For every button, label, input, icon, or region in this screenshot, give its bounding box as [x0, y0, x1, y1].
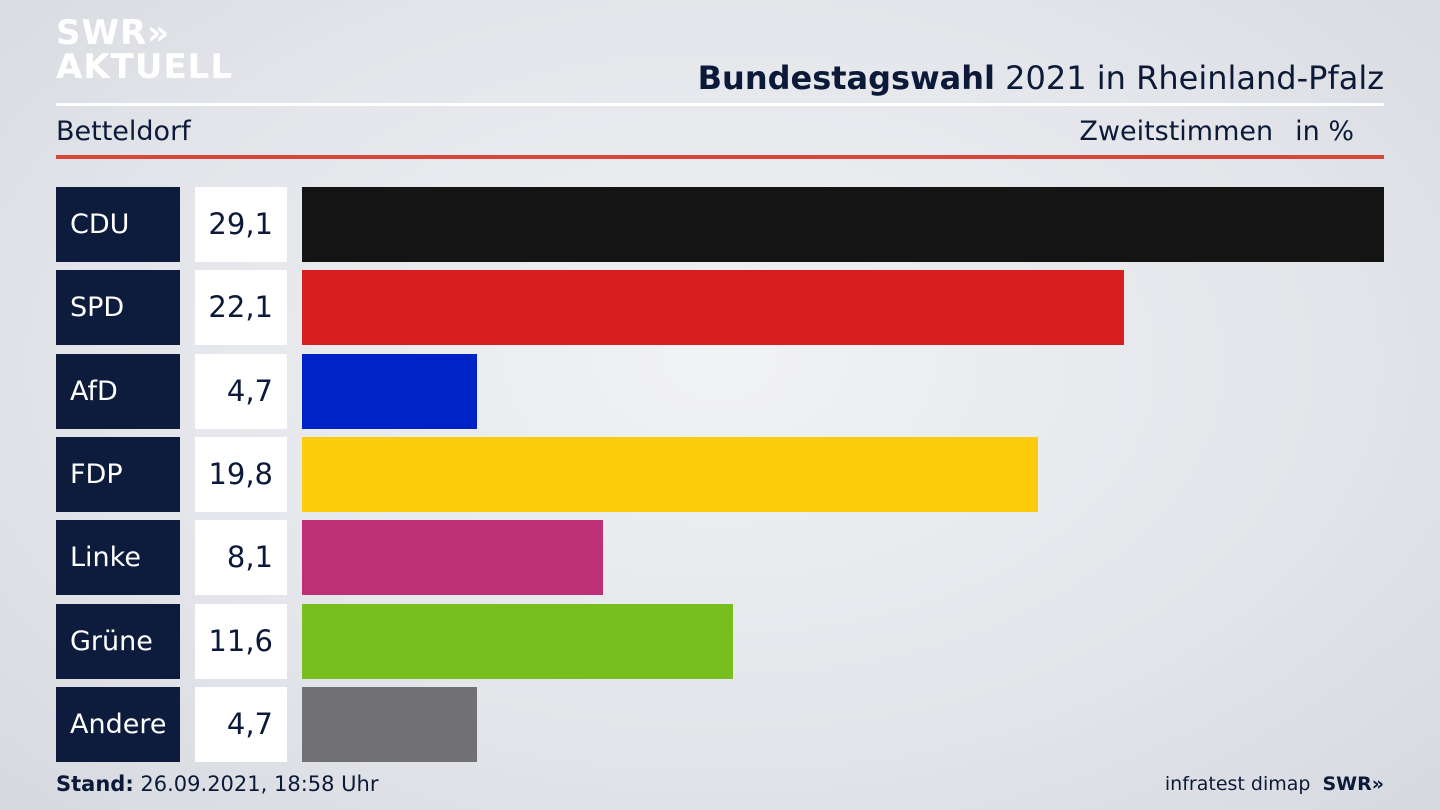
- swr-aktuell-logo: SWR» AKTUELL: [56, 16, 233, 84]
- value-label: 8,1: [195, 520, 287, 595]
- timestamp: Stand: 26.09.2021, 18:58 Uhr: [56, 770, 379, 798]
- bar-andere: [302, 687, 477, 762]
- value-label: 4,7: [195, 354, 287, 429]
- chart-row: CDU 29,1: [56, 187, 1384, 262]
- title-rest: 2021 in Rheinland-Pfalz: [995, 59, 1384, 97]
- page-title: Bundestagswahl 2021 in Rheinland-Pfalz: [698, 58, 1384, 98]
- title-bold: Bundestagswahl: [697, 59, 995, 97]
- bar-grüne: [302, 604, 733, 679]
- measure-label: Zweitstimmen: [1079, 116, 1274, 147]
- source-label: infratest dimap: [1164, 773, 1311, 795]
- logo-line-2: AKTUELL: [56, 47, 234, 87]
- source-credit: infratest dimap SWR»: [1165, 770, 1384, 798]
- value-label: 11,6: [195, 604, 287, 679]
- accent-divider: [56, 155, 1384, 159]
- unit-label: in %: [1295, 116, 1354, 147]
- measure-unit: Zweitstimmen in %: [1079, 114, 1354, 150]
- bar-spd: [302, 270, 1124, 345]
- logo-line-1: SWR»: [56, 13, 171, 53]
- chart-row: SPD 22,1: [56, 270, 1384, 345]
- value-label: 19,8: [195, 437, 287, 512]
- chart-row: AfD 4,7: [56, 354, 1384, 429]
- stand-value: 26.09.2021, 18:58 Uhr: [133, 772, 379, 796]
- bar-linke: [302, 520, 603, 595]
- subtitle: Betteldorf: [56, 116, 191, 147]
- bar-afd: [302, 354, 477, 429]
- party-label: SPD: [56, 270, 180, 345]
- chart-row: Grüne 11,6: [56, 604, 1384, 679]
- party-label: AfD: [56, 354, 180, 429]
- bar-cdu: [302, 187, 1384, 262]
- party-label: Linke: [56, 520, 180, 595]
- chart-row: FDP 19,8: [56, 437, 1384, 512]
- stand-label: Stand:: [56, 772, 134, 796]
- party-label: FDP: [56, 437, 180, 512]
- value-label: 22,1: [195, 270, 287, 345]
- party-label: Grüne: [56, 604, 180, 679]
- value-label: 29,1: [195, 187, 287, 262]
- value-label: 4,7: [195, 687, 287, 762]
- party-label: Andere: [56, 687, 180, 762]
- chart-row: Andere 4,7: [56, 687, 1384, 762]
- swr-brand-logo: SWR»: [1322, 773, 1384, 795]
- header-divider: [56, 103, 1384, 106]
- bar-fdp: [302, 437, 1038, 512]
- chart-row: Linke 8,1: [56, 520, 1384, 595]
- party-label: CDU: [56, 187, 180, 262]
